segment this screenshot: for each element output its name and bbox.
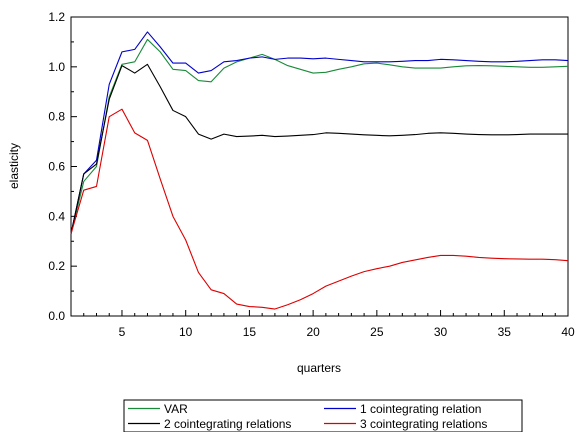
- x-tick-label: 10: [179, 325, 193, 339]
- x-tick-label: 35: [498, 325, 512, 339]
- y-tick-label: 1.2: [48, 10, 65, 24]
- x-tick-label: 30: [434, 325, 448, 339]
- legend-label-3: 2 cointegrating relations: [164, 417, 291, 431]
- legend-label-2: 1 cointegrating relation: [360, 402, 481, 416]
- series-line-1: [70, 38, 569, 234]
- y-tick-label: 0.0: [48, 309, 65, 323]
- y-tick-label: 0.6: [48, 160, 65, 174]
- x-tick-label: 5: [119, 325, 126, 339]
- series-line-4: [70, 108, 569, 310]
- y-tick-label: 0.4: [48, 209, 65, 223]
- y-axis-label: elasticity: [7, 143, 21, 189]
- series-line-2: [70, 31, 569, 234]
- x-axis-label: quarters: [297, 361, 341, 375]
- legend-label-1: VAR: [164, 402, 188, 416]
- legend-box: [123, 399, 523, 432]
- x-tick-label: 40: [561, 325, 575, 339]
- legend: VAR 1 cointegrating relation 2 cointegrati…: [123, 399, 523, 432]
- x-axis-ticks: 5 10 15 20 25 30 35 40: [70, 310, 575, 339]
- x-tick-label: 20: [306, 325, 320, 339]
- legend-label-4: 3 cointegrating relations: [360, 417, 487, 431]
- series-lines: [70, 31, 569, 310]
- x-tick-label: 15: [243, 325, 257, 339]
- y-axis-ticks: 0.0 0.2 0.4 0.6 0.8 1.0 1.2: [48, 10, 77, 323]
- x-tick-label: 25: [370, 325, 384, 339]
- y-tick-label: 0.8: [48, 110, 65, 124]
- y-tick-label: 0.2: [48, 259, 65, 273]
- series-line-3: [70, 63, 568, 234]
- y-tick-label: 1.0: [48, 60, 65, 74]
